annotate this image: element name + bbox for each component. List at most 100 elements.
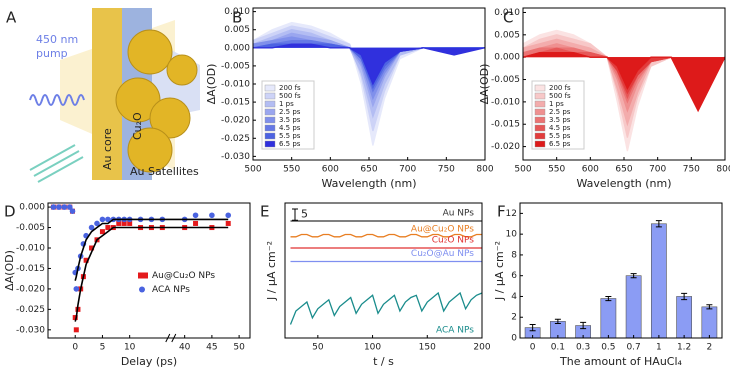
x-tick-label: 45 bbox=[206, 343, 217, 353]
plot-frame bbox=[47, 202, 251, 339]
series-line bbox=[253, 43, 486, 86]
probe-pulse bbox=[29, 144, 84, 183]
legend-label: 2.5 ps bbox=[279, 108, 301, 116]
point bbox=[225, 212, 232, 219]
x-tick-label: 0 bbox=[530, 343, 536, 353]
bar bbox=[701, 306, 718, 339]
legend-label: 5.5 ps bbox=[279, 132, 301, 140]
y-tick-label: 0.005 bbox=[224, 25, 250, 35]
core-label: Au core bbox=[101, 128, 114, 170]
y-tick-label: 4 bbox=[511, 292, 517, 302]
plot-frame bbox=[252, 7, 486, 161]
legend-label: 5.5 ps bbox=[549, 132, 571, 140]
x-axis-label: Wavelength (nm) bbox=[321, 177, 416, 190]
legend-label: ACA NPs bbox=[152, 285, 190, 295]
point bbox=[94, 220, 100, 227]
y-tick-label: -0.020 bbox=[16, 284, 45, 294]
x-tick-label: 500 bbox=[514, 165, 531, 175]
legend-swatch bbox=[534, 140, 546, 148]
y-axis-label: J / μA cm⁻² bbox=[265, 241, 278, 301]
legend-label: 2.5 ps bbox=[549, 108, 571, 116]
y-axis-label: ΔA(OD) bbox=[205, 64, 218, 105]
x-tick-label: 800 bbox=[476, 165, 493, 175]
series-line bbox=[290, 233, 482, 238]
schematic: A 450 nm pump Au core Cu₂O Au Satellites bbox=[6, 8, 200, 183]
x-tick-label: 5 bbox=[100, 343, 106, 353]
area-fill bbox=[253, 44, 485, 84]
satellite bbox=[166, 54, 198, 86]
legend-swatch bbox=[534, 108, 546, 116]
x-tick-label: 0.7 bbox=[626, 343, 640, 353]
error-bar bbox=[706, 304, 713, 310]
point bbox=[56, 204, 62, 210]
y-tick-label: 10 bbox=[506, 230, 518, 240]
legend-label: 4.5 ps bbox=[279, 124, 301, 132]
plot-frame bbox=[519, 202, 723, 339]
legend-swatch bbox=[534, 100, 546, 108]
x-tick-label: 50 bbox=[312, 343, 324, 353]
panel-label: A bbox=[6, 9, 17, 27]
point bbox=[99, 216, 106, 223]
panel-label: C bbox=[503, 9, 513, 27]
error-bar bbox=[554, 318, 561, 324]
point bbox=[73, 286, 80, 292]
trace-label: Au@Cu₂O NPs bbox=[411, 224, 474, 234]
error-bar bbox=[605, 295, 612, 302]
y-tick-label: -0.010 bbox=[221, 80, 250, 90]
satellite-label: Au Satellites bbox=[130, 165, 199, 178]
error-bar bbox=[580, 321, 587, 330]
x-tick-label: 500 bbox=[244, 165, 261, 175]
legend-label: 3.5 ps bbox=[279, 116, 301, 124]
legend-label: Au@Cu₂O NPs bbox=[152, 271, 215, 281]
point bbox=[193, 220, 199, 226]
y-tick-label: -0.010 bbox=[491, 97, 520, 107]
legend-swatch bbox=[264, 84, 276, 92]
point bbox=[209, 212, 215, 219]
y-tick-label: -0.005 bbox=[491, 75, 520, 85]
error-bar bbox=[681, 292, 688, 301]
panel-label: E bbox=[260, 203, 269, 221]
x-tick-label: 150 bbox=[419, 343, 436, 353]
x-tick-label: 650 bbox=[615, 165, 632, 175]
y-tick-label: -0.015 bbox=[221, 98, 250, 108]
y-tick-label: -0.030 bbox=[16, 325, 45, 335]
point bbox=[66, 204, 73, 210]
x-tick-label: 650 bbox=[360, 165, 377, 175]
legend-swatch bbox=[264, 92, 276, 100]
x-tick-label: 1 bbox=[656, 343, 662, 353]
x-tick-label: 600 bbox=[582, 165, 599, 175]
legend-label: 3.5 ps bbox=[549, 116, 571, 124]
x-tick-label: 100 bbox=[364, 343, 381, 353]
legend-swatch bbox=[264, 140, 276, 148]
series-line bbox=[522, 52, 726, 113]
legend-swatch bbox=[139, 286, 145, 293]
shell-label: Cu₂O bbox=[131, 112, 144, 140]
y-tick-label: -0.015 bbox=[491, 120, 520, 130]
y-tick-label: 0.010 bbox=[224, 7, 250, 17]
point bbox=[73, 327, 79, 333]
satellite bbox=[149, 97, 191, 139]
y-tick-label: -0.025 bbox=[221, 134, 250, 144]
y-tick-label: 12 bbox=[506, 209, 517, 219]
series-line bbox=[74, 226, 229, 322]
y-tick-label: 0.000 bbox=[494, 53, 520, 63]
legend-label: 6.5 ps bbox=[279, 140, 301, 148]
y-tick-label: -0.010 bbox=[16, 244, 45, 254]
x-tick-label: 750 bbox=[683, 165, 700, 175]
y-tick-label: 0.000 bbox=[19, 203, 45, 213]
series-line bbox=[74, 218, 229, 281]
legend-swatch bbox=[534, 124, 546, 132]
x-axis-label: t / s bbox=[373, 355, 394, 368]
y-tick-label: 8 bbox=[511, 250, 517, 260]
plot-frame bbox=[522, 7, 726, 161]
x-tick-label: 750 bbox=[438, 165, 455, 175]
x-tick-label: 600 bbox=[322, 165, 339, 175]
pump-label: pump bbox=[36, 47, 68, 60]
y-tick-label: -0.005 bbox=[221, 61, 250, 71]
satellite bbox=[127, 127, 173, 173]
legend-swatch bbox=[264, 116, 276, 124]
bar bbox=[650, 223, 667, 339]
satellite bbox=[127, 29, 173, 75]
point bbox=[225, 220, 231, 226]
